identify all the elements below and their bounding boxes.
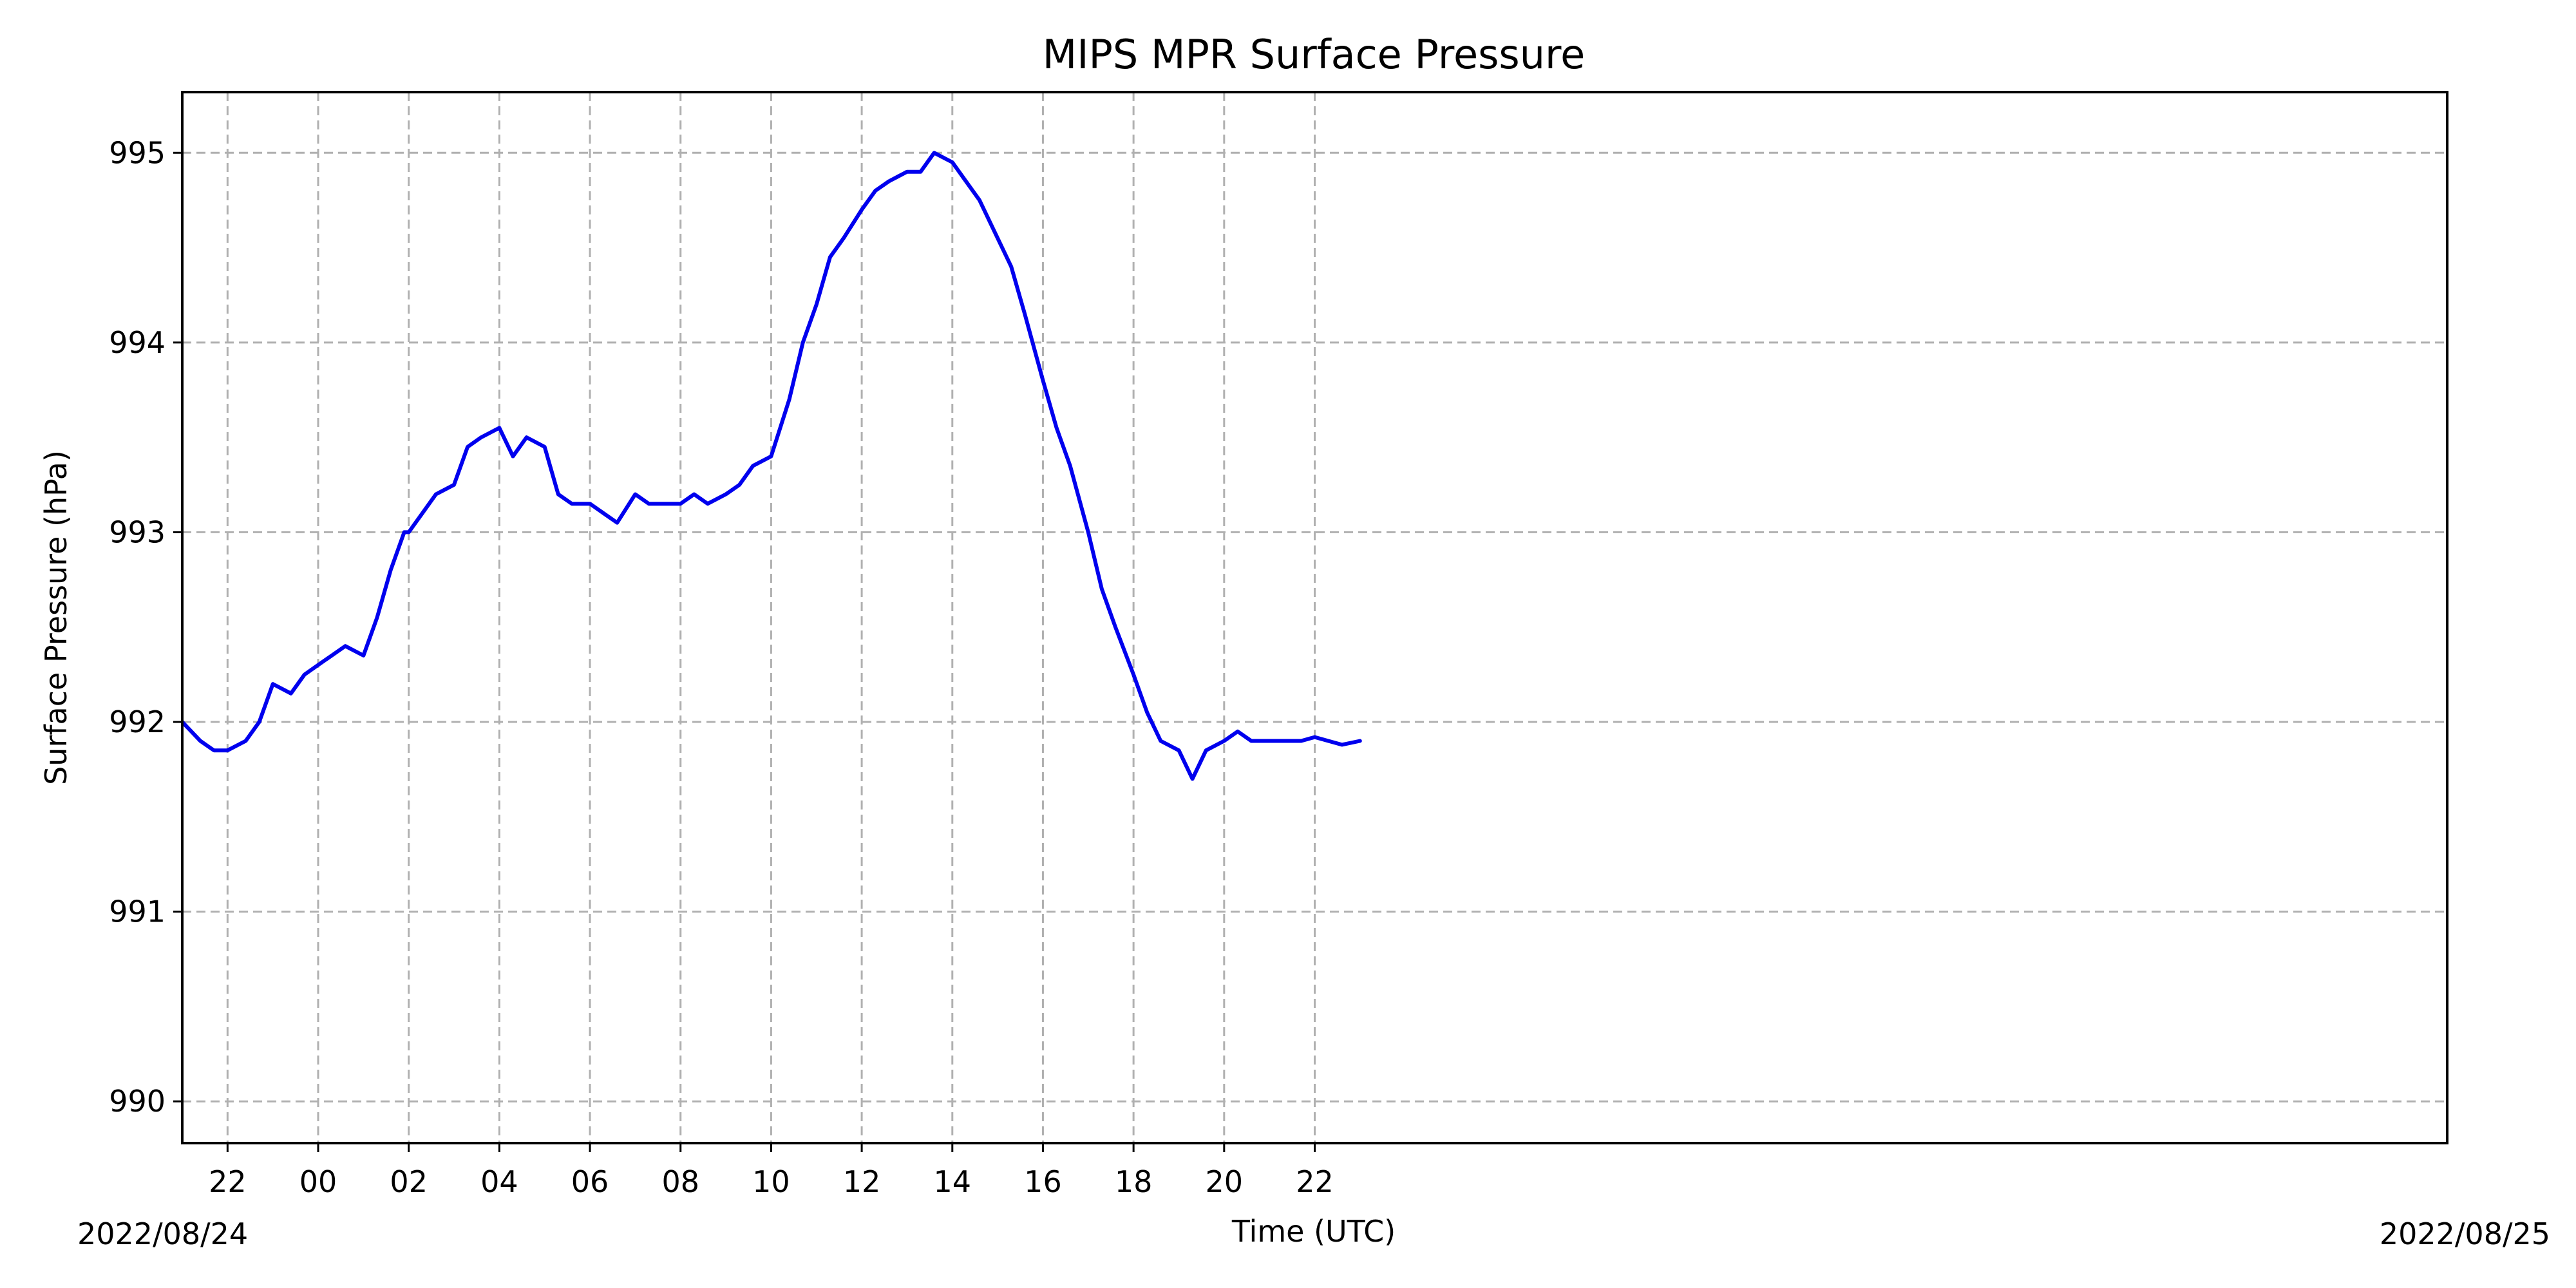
x-tick-label: 06 [571,1164,609,1199]
x-tick-label: 00 [299,1164,337,1199]
x-tick-label: 02 [390,1164,428,1199]
x-tick-label: 22 [209,1164,247,1199]
y-tick-label: 994 [109,325,166,360]
series-layer [180,151,1362,781]
x-tick-label: 18 [1115,1164,1153,1199]
x-tick-label: 22 [1296,1164,1334,1199]
x-axis-label: Time (UTC) [1231,1214,1396,1249]
grid-lines [182,92,2447,1143]
x-tick-label: 12 [843,1164,881,1199]
chart-title: MIPS MPR Surface Pressure [1043,31,1586,78]
x-tick-label: 20 [1206,1164,1244,1199]
y-tick-label: 992 [109,705,166,739]
series-line [180,151,1362,781]
y-tick-label: 990 [109,1084,166,1119]
y-tick-label: 991 [109,895,166,929]
x-tick-label: 08 [661,1164,699,1199]
y-tick-label: 993 [109,515,166,549]
start-date-label: 2022/08/24 [77,1217,248,1251]
x-tick-label: 14 [934,1164,972,1199]
x-tick-label: 10 [752,1164,790,1199]
x-tick-label: 04 [480,1164,518,1199]
x-tick-label: 16 [1024,1164,1062,1199]
x-axis: 22 00 02 04 06 08 10 12 14 16 18 20 22 [209,1143,1334,1199]
y-axis: 990 991 992 993 994 995 [109,135,182,1119]
y-axis-label: Surface Pressure (hPa) [39,450,73,785]
y-tick-label: 995 [109,135,166,170]
end-date-label: 2022/08/25 [2380,1217,2550,1251]
